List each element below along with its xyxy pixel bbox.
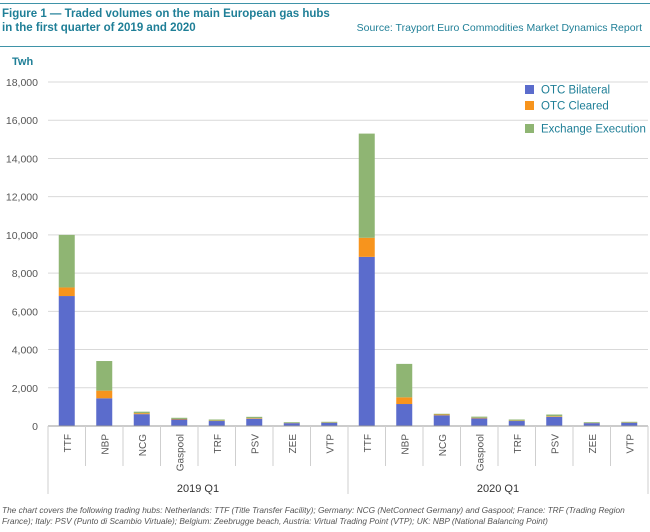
group-label: 2019 Q1 xyxy=(177,483,219,495)
bar-exchange-execution-nbp xyxy=(96,361,113,391)
bar-otc-cleared-gaspool xyxy=(171,418,188,420)
bar-otc-bilateral-zee xyxy=(283,423,300,426)
bar-otc-bilateral-zee xyxy=(583,423,600,426)
bar-otc-bilateral-gaspool xyxy=(171,419,188,426)
y-tick-label: 10,000 xyxy=(6,230,38,242)
bar-exchange-execution-ttf xyxy=(58,234,75,288)
figure-title: Figure 1 — Traded volumes on the main Eu… xyxy=(2,8,330,34)
source-note: Source: Trayport Euro Commodities Market… xyxy=(356,22,642,34)
y-tick-label: 18,000 xyxy=(6,77,38,89)
bar-exchange-execution-psv xyxy=(546,414,563,417)
y-tick-label: 0 xyxy=(32,421,38,433)
bar-otc-bilateral-psv xyxy=(246,418,263,426)
y-tick-label: 16,000 xyxy=(6,115,38,127)
bar-exchange-execution-ncg xyxy=(433,413,450,415)
legend-label: OTC Cleared xyxy=(541,101,609,113)
x-tick-label: NCG xyxy=(438,434,449,456)
bar-otc-bilateral-trf xyxy=(508,421,525,426)
bar-exchange-execution-psv xyxy=(246,416,263,419)
x-tick-label: TRF xyxy=(213,434,224,453)
y-tick-label: 6,000 xyxy=(12,306,38,318)
bar-otc-cleared-ncg xyxy=(133,413,150,415)
x-tick-label: TRF xyxy=(513,434,524,453)
bar-otc-bilateral-ncg xyxy=(133,414,150,426)
bar-otc-bilateral-ttf xyxy=(358,256,375,426)
bar-otc-cleared-gaspool xyxy=(471,417,488,419)
x-tick-label: VTP xyxy=(325,434,336,454)
bar-otc-bilateral-trf xyxy=(208,421,225,426)
bar-otc-cleared-nbp xyxy=(96,390,113,399)
legend-swatch xyxy=(525,101,534,110)
bar-otc-bilateral-psv xyxy=(546,416,563,426)
x-tick-label: PSV xyxy=(550,434,561,454)
bar-otc-bilateral-vtp xyxy=(621,422,638,426)
legend-label: OTC Bilateral xyxy=(541,85,610,97)
x-tick-label: NBP xyxy=(400,434,411,455)
x-tick-label: TTF xyxy=(63,434,74,452)
bar-otc-cleared-ttf xyxy=(58,287,75,297)
x-tick-label: ZEE xyxy=(588,434,599,454)
legend-swatch xyxy=(525,85,534,94)
bar-exchange-execution-gaspool xyxy=(171,417,188,419)
x-tick-label: VTP xyxy=(625,434,636,454)
bar-exchange-execution-zee xyxy=(583,422,600,423)
bar-otc-bilateral-nbp xyxy=(96,398,113,426)
bar-otc-cleared-psv xyxy=(246,418,263,419)
stacked-bar-chart: Twh 0 2,000 4,000 6,000 8,000 10,000 12,000 14,… xyxy=(6,56,649,495)
header-rule xyxy=(0,46,650,47)
bar-exchange-execution-vtp xyxy=(321,421,338,423)
y-tick-label: 14,000 xyxy=(6,153,38,165)
bar-exchange-execution-gaspool xyxy=(471,416,488,418)
bar-exchange-execution-vtp xyxy=(621,421,638,423)
bar-otc-cleared-ttf xyxy=(358,237,375,257)
group-label: 2020 Q1 xyxy=(477,483,519,495)
bar-exchange-execution-nbp xyxy=(396,363,413,398)
bar-exchange-execution-ttf xyxy=(358,133,375,238)
x-tick-label: PSV xyxy=(250,434,261,454)
bar-exchange-execution-trf xyxy=(508,419,525,421)
x-tick-label: NBP xyxy=(100,434,111,455)
bar-exchange-execution-trf xyxy=(208,419,225,421)
x-tick-label: Gaspool xyxy=(175,434,186,471)
bar-otc-bilateral-vtp xyxy=(321,422,338,426)
y-tick-label: 4,000 xyxy=(12,345,38,357)
bar-otc-bilateral-ttf xyxy=(58,296,75,426)
bar-otc-bilateral-ncg xyxy=(433,415,450,426)
x-tick-label: NCG xyxy=(138,434,149,456)
y-tick-label: 8,000 xyxy=(12,268,38,280)
bar-exchange-execution-ncg xyxy=(133,411,150,414)
bar-otc-cleared-psv xyxy=(546,416,563,417)
bar-otc-bilateral-nbp xyxy=(396,404,413,426)
x-tick-label: Gaspool xyxy=(475,434,486,471)
footnote: The chart covers the following trading h… xyxy=(2,505,625,526)
top-rule xyxy=(0,3,650,4)
bar-exchange-execution-zee xyxy=(283,422,300,423)
y-tick-label: 2,000 xyxy=(12,383,38,395)
x-tick-label: TTF xyxy=(363,434,374,452)
y-axis-label: Twh xyxy=(12,56,33,68)
legend-swatch xyxy=(525,124,534,133)
x-tick-label: ZEE xyxy=(288,434,299,454)
bar-otc-cleared-nbp xyxy=(396,397,413,405)
bar-otc-bilateral-gaspool xyxy=(471,418,488,426)
y-tick-label: 12,000 xyxy=(6,192,38,204)
bar-otc-cleared-ncg xyxy=(433,414,450,416)
legend-label: Exchange Execution xyxy=(541,124,646,136)
